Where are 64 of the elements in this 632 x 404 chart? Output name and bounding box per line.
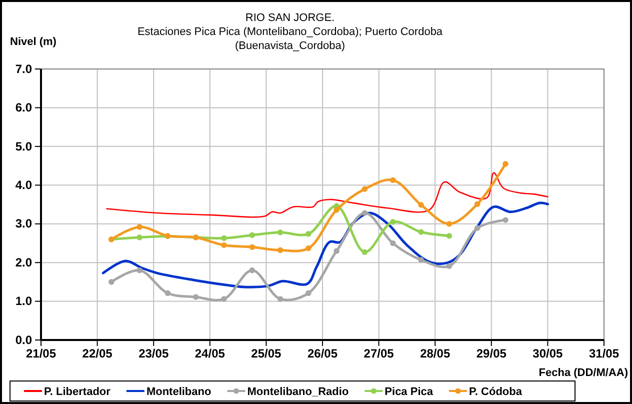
point [390,219,396,225]
x-tick-label: 30/05 [532,346,564,361]
point [306,245,312,252]
y-tick-label: 1.0 [15,294,32,308]
point [306,231,312,237]
point [362,249,368,255]
legend-label: Montelibano [146,386,212,398]
x-tick-label: 21/05 [26,346,56,361]
point [306,290,312,296]
y-tick-label: 6.0 [15,100,32,115]
x-axis-title: Fecha (DD/M/AA) [538,367,628,379]
point [362,210,368,216]
point [136,224,142,230]
y-tick-label: 4.0 [15,178,32,192]
x-tick-label: 25/05 [251,346,282,361]
point [418,229,424,235]
point [474,201,480,207]
y-tick-label: 5.0 [15,139,32,154]
chart-title: RIO SAN JORGE. [245,12,335,24]
x-tick-label: 28/05 [420,346,450,361]
point [474,225,480,231]
point [334,207,340,213]
point [221,242,227,248]
point [136,267,142,274]
point [221,296,227,302]
y-tick-label: 7.0 [15,62,32,76]
point [446,220,452,227]
point [249,244,255,250]
legend-label: Pica Pica [384,386,434,398]
point [502,160,508,167]
x-tick-label: 31/05 [588,346,620,361]
point [418,202,424,208]
point [446,263,452,269]
legend-label: P. Libertador [44,386,112,398]
point [108,279,114,285]
x-tick-label: 24/05 [194,346,226,361]
point [334,248,340,254]
point [362,186,368,192]
point [390,240,396,246]
x-tick-label: 29/05 [476,346,507,361]
point [502,217,508,223]
point [277,230,284,236]
x-tick-label: 23/05 [138,346,169,361]
y-axis-title: Nivel (m) [10,36,57,48]
point [249,232,255,238]
x-tick-label: 22/05 [82,346,113,361]
point [136,234,142,240]
y-tick-label: 0.0 [15,332,32,347]
point [164,290,171,296]
chart-subtitle: Estaciones Pica Pica (Montelibano_Cordoba); Puerto Cordoba (Buenavista_Cordoba) [137,26,444,52]
point [418,256,424,263]
point [249,267,255,274]
point [277,247,284,254]
point [390,177,396,183]
legend-label: P. Códoba [469,386,523,398]
x-tick-label: 27/05 [364,346,394,361]
legend-label: Montelibano_Radio [247,386,349,398]
point [221,235,227,242]
y-tick-label: 3.0 [15,216,32,231]
point [192,294,199,300]
point [277,296,284,302]
point [446,232,452,239]
x-tick-label: 26/05 [307,346,338,361]
y-tick-label: 2.0 [15,255,32,270]
